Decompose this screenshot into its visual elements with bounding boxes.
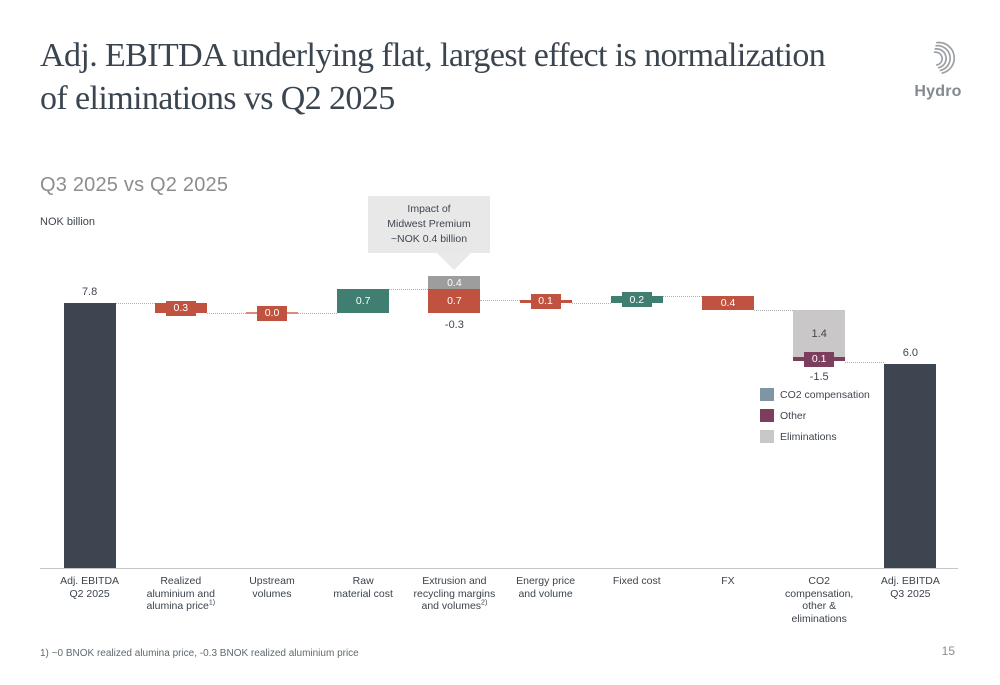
connector-line	[389, 289, 429, 291]
axis-label-line: Adj. EBITDA	[60, 575, 120, 587]
axis-label-upstream-volumes: Upstream volumes	[226, 575, 317, 600]
connector-line	[206, 313, 246, 315]
page-title-line1: Adj. EBITDA underlying flat, largest eff…	[40, 37, 826, 74]
chart-unit-label: NOK billion	[40, 216, 96, 228]
axis-label-line: Adj. EBITDA	[880, 575, 940, 587]
energy-price-and-volume-value-chip: 0.1	[530, 293, 561, 309]
hydro-logo: Hydro	[898, 40, 978, 101]
axis-label-realized-aluminium-and-alumina-price: Realized aluminium and alumina price1)	[135, 575, 226, 613]
connector-line	[480, 299, 520, 301]
annotation-pointer-triangle	[437, 253, 471, 270]
connector-line	[298, 313, 338, 315]
axis-label-line: eliminations	[791, 612, 847, 625]
connector-line	[754, 309, 794, 311]
axis-label-line: other &	[802, 600, 837, 612]
axis-label-fixed-cost: Fixed cost	[591, 575, 682, 588]
legend-label: CO2 compensation	[780, 388, 870, 401]
legend-swatch-icon	[760, 388, 774, 401]
axis-label-line: Fixed cost	[612, 575, 661, 587]
co2-compensation-other-and-eliminations-bar-segment: 1.4	[793, 309, 846, 358]
fx-bar-segment: 0.4	[702, 296, 754, 310]
axis-label-line: and volumes2)	[421, 599, 488, 613]
hydro-logo-text: Hydro	[914, 83, 962, 100]
page-title-line2: of eliminations vs Q2 2025	[40, 80, 395, 117]
footnote: 1) ~0 BNOK realized alumina price, -0.3 …	[40, 648, 359, 659]
x-axis-line	[40, 568, 958, 569]
axis-label-raw-material-cost: Raw material cost	[318, 575, 409, 600]
connector-line	[115, 302, 155, 304]
legend-label: Other	[780, 409, 807, 422]
legend-swatch-icon	[760, 430, 774, 443]
axis-label-line: CO2	[808, 575, 830, 587]
axis-label-extrusion-and-recycling-margins-and-volumes: Extrusion and recycling margins and volume…	[409, 575, 500, 613]
extrusion-and-recycling-margins-and-volumes-net-label: -0.3	[444, 318, 464, 331]
axis-label-line: FX	[721, 575, 735, 587]
legend-item: Other	[760, 409, 870, 422]
axis-label-line: Energy price	[516, 575, 576, 587]
axis-label-adj-ebitda-q2-2025: Adj. EBITDA Q2 2025	[44, 575, 135, 600]
axis-label-line: and volume	[518, 587, 573, 600]
chart-legend: CO2 compensation Other Eliminations	[760, 388, 870, 451]
axis-label-adj-ebitda-q3-2025: Adj. EBITDA Q3 2025	[865, 575, 956, 600]
chart-subtitle: Q3 2025 vs Q2 2025	[40, 174, 229, 196]
connector-line	[571, 302, 611, 304]
axis-label-fx: FX	[682, 575, 773, 588]
axis-label-line: material cost	[333, 587, 393, 600]
axis-label-energy-price-and-volume: Energy price and volume	[500, 575, 591, 600]
hydro-logo-icon	[933, 41, 956, 74]
axis-label-line: Raw	[352, 575, 374, 587]
page-number: 15	[941, 644, 955, 658]
waterfall-chart: 7.8 0.3 0.0 0.7 0.4 0.7 -0.3 0.1 0.2 0.4 1.4 0.1 -1.…	[44, 270, 956, 568]
connector-line	[845, 362, 885, 364]
axis-label-line: Upstream	[249, 575, 295, 587]
adj-ebitda-q2-2025-value-label: 7.8	[81, 285, 98, 298]
axis-label-line: volumes	[252, 587, 292, 600]
upstream-volumes-value-chip: 0.0	[257, 305, 287, 321]
midwest-premium-annotation: Impact of Midwest Premium ~NOK 0.4 billi…	[368, 196, 490, 253]
legend-label: Eliminations	[780, 430, 837, 443]
axis-label-co2-compensation-other-and-eliminations: CO2 compensation, other & eliminations	[774, 575, 865, 625]
extrusion-and-recycling-margins-and-volumes-bar-segment: 0.4	[428, 275, 481, 290]
legend-swatch-icon	[760, 409, 774, 422]
co2-compensation-other-and-eliminations-net-label: -1.5	[809, 371, 829, 384]
adj-ebitda-q3-2025-bar-segment	[884, 364, 937, 568]
axis-label-line: Q3 2025	[890, 587, 931, 600]
extrusion-and-recycling-margins-and-volumes-bar-segment: 0.7	[428, 289, 481, 314]
adj-ebitda-q3-2025-value-label: 6.0	[902, 347, 919, 360]
adj-ebitda-q2-2025-bar-segment	[63, 302, 116, 568]
axis-label-line: Realized	[160, 575, 202, 587]
legend-item: CO2 compensation	[760, 388, 870, 401]
raw-material-cost-bar-segment: 0.7	[337, 289, 390, 314]
axis-label-line: compensation,	[785, 587, 854, 600]
axis-label-line: aluminium and	[146, 587, 215, 600]
legend-item: Eliminations	[760, 430, 870, 443]
axis-label-line: Q2 2025	[69, 587, 110, 600]
co2-compensation-other-and-eliminations-value-chip: 0.1	[804, 351, 835, 367]
realized-aluminium-and-alumina-price-value-chip: 0.3	[165, 300, 196, 316]
connector-line	[662, 296, 702, 298]
axis-label-line: Extrusion and	[422, 575, 487, 587]
axis-label-line: recycling margins	[413, 587, 496, 600]
page-title: Adj. EBITDA underlying flat, largest eff…	[40, 34, 920, 120]
axis-label-line: alumina price1)	[146, 599, 216, 613]
x-axis-labels: Adj. EBITDA Q2 2025 Realized aluminium and a…	[0, 575, 1000, 635]
fixed-cost-value-chip: 0.2	[621, 292, 652, 308]
